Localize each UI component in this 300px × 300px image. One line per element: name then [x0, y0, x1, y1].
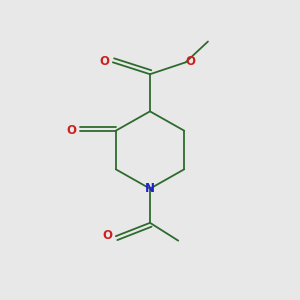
Text: O: O	[102, 229, 112, 242]
Text: O: O	[99, 55, 109, 68]
Text: O: O	[66, 124, 76, 136]
Text: O: O	[185, 55, 195, 68]
Text: N: N	[145, 182, 155, 195]
